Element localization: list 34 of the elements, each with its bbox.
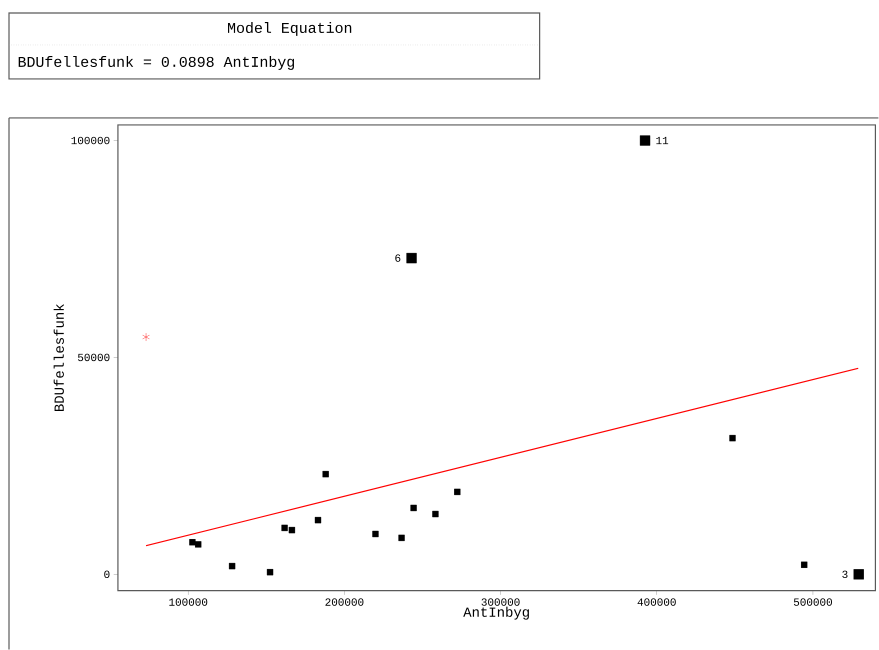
point <box>729 434 736 442</box>
chart-title: Model Equation <box>228 22 352 36</box>
x-tick-label: 300000 <box>482 598 520 606</box>
point <box>288 526 296 534</box>
point <box>228 562 236 570</box>
x-tick-label: 400000 <box>638 598 676 606</box>
point <box>801 562 808 568</box>
point <box>854 569 864 580</box>
x-tick-label: 200000 <box>325 598 364 606</box>
annotation: 6 <box>395 254 400 262</box>
y-tick-label: 50000 <box>78 354 110 362</box>
point <box>322 470 329 478</box>
point <box>432 510 439 518</box>
point <box>266 568 274 576</box>
point <box>314 516 322 524</box>
point <box>372 530 379 538</box>
y-axis-title: BDUfellesfunk <box>54 304 64 411</box>
point <box>189 538 196 546</box>
point <box>195 541 202 548</box>
point <box>640 135 650 146</box>
point <box>454 488 460 496</box>
y-tick-label: 0 <box>104 570 110 578</box>
point <box>142 332 150 342</box>
annotation: 11 <box>656 136 668 144</box>
x-tick-label: 100000 <box>169 598 208 606</box>
point <box>406 252 417 264</box>
x-axis-title: AntInbyg <box>463 606 529 620</box>
x-tick-label: 500000 <box>794 598 832 606</box>
annotation: 3 <box>842 570 848 578</box>
point <box>410 504 417 512</box>
point <box>281 524 288 532</box>
point <box>398 534 405 542</box>
y-tick-label: 100000 <box>72 136 110 144</box>
text: BDUfellesfunk = 0.0898 AntInbyg <box>18 56 294 70</box>
